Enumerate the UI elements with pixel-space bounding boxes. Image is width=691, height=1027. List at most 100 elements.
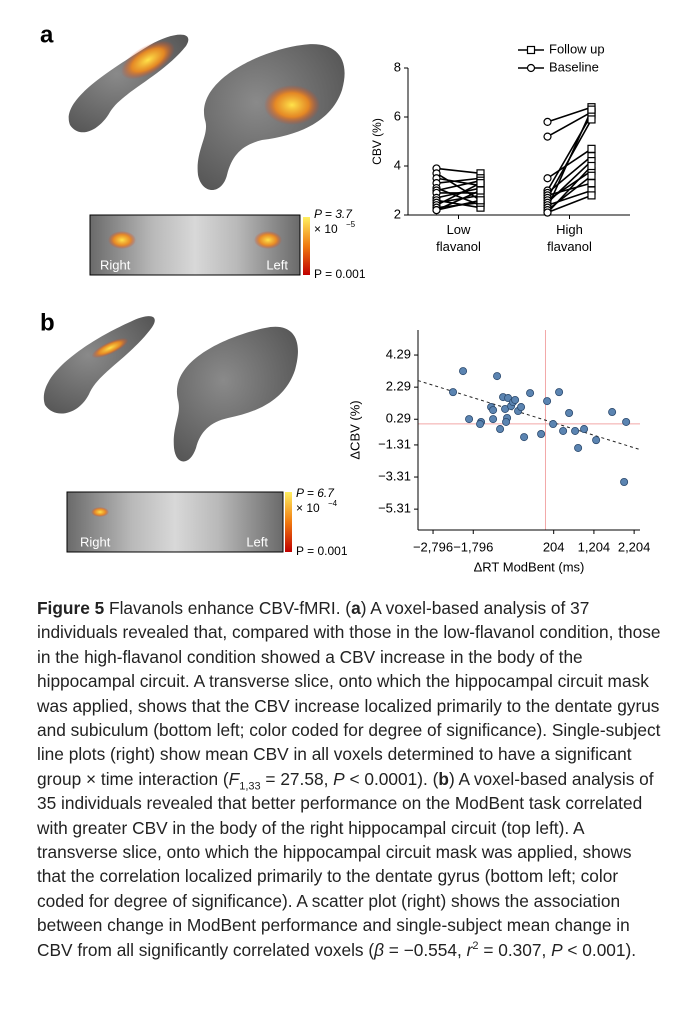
point bbox=[465, 415, 474, 424]
caption-text: = −0.554, bbox=[383, 939, 467, 960]
marker bbox=[587, 179, 596, 188]
subject-line bbox=[436, 177, 481, 187]
subject-line bbox=[436, 177, 481, 184]
colorbar-label: × 10 bbox=[314, 222, 338, 236]
y-tick-label: 2 bbox=[394, 206, 401, 221]
colorbar-label: P = 0.001 bbox=[314, 267, 366, 281]
caption-text: b bbox=[438, 768, 449, 789]
subject-line bbox=[436, 182, 481, 206]
y-tick-label: 2.29 bbox=[386, 379, 411, 394]
colorbar-label: × 10 bbox=[296, 501, 320, 515]
caption-text: 2 bbox=[472, 939, 479, 952]
marker bbox=[587, 115, 596, 124]
point bbox=[502, 417, 511, 426]
marker bbox=[543, 174, 552, 183]
brain-render bbox=[68, 34, 345, 190]
point bbox=[496, 425, 505, 434]
subject-line bbox=[546, 165, 593, 214]
colorbar-label: P = 0.001 bbox=[296, 544, 348, 558]
caption-text: Flavanols enhance CBV-fMRI. ( bbox=[104, 598, 352, 618]
x-tick-label: Low flavanol bbox=[436, 222, 481, 254]
marker bbox=[476, 186, 485, 195]
point bbox=[520, 433, 529, 442]
mri-slice bbox=[66, 491, 284, 553]
marker bbox=[587, 161, 596, 171]
colorbar-label: P = 6.7 bbox=[296, 486, 335, 500]
caption-text: = 0.307, bbox=[478, 939, 552, 960]
subject-line bbox=[547, 189, 592, 206]
marker bbox=[543, 208, 552, 217]
colorbar bbox=[285, 492, 292, 552]
y-tick-label: −3.31 bbox=[378, 468, 411, 483]
point bbox=[449, 388, 458, 397]
marker bbox=[543, 132, 552, 141]
caption: Figure 5 Flavanols enhance CBV-fMRI. (a)… bbox=[37, 596, 665, 962]
activation bbox=[254, 231, 282, 249]
point bbox=[549, 420, 558, 429]
slice-label: Left bbox=[246, 534, 268, 549]
brain-render bbox=[43, 316, 298, 462]
slice-label: Right bbox=[80, 534, 111, 549]
caption-text: < 0.001). bbox=[562, 939, 637, 960]
caption-text: a bbox=[351, 598, 361, 618]
y-tick-label: 4.29 bbox=[386, 346, 411, 361]
caption-text: = 27.58, bbox=[260, 768, 334, 789]
y-tick-label: 6 bbox=[394, 108, 401, 123]
y-tick-label: 4 bbox=[394, 157, 401, 172]
legend-label: Baseline bbox=[549, 59, 599, 74]
subject-line bbox=[546, 155, 593, 194]
caption-text: P bbox=[551, 939, 563, 960]
point bbox=[537, 430, 546, 439]
point bbox=[559, 426, 568, 435]
point bbox=[580, 425, 589, 434]
x-tick-label: 1,204 bbox=[578, 539, 611, 554]
marker bbox=[476, 179, 485, 188]
x-tick-label: −2,796 bbox=[413, 539, 453, 554]
point bbox=[620, 478, 629, 487]
colorbar-label: −5 bbox=[346, 220, 356, 229]
subject-line bbox=[436, 199, 481, 211]
caption-label: Figure 5 bbox=[37, 598, 105, 618]
subject-line bbox=[547, 148, 592, 179]
subject-line bbox=[436, 179, 481, 192]
caption-text: 1,33 bbox=[239, 780, 261, 793]
colorbar-label: P = 3.7 bbox=[314, 207, 353, 221]
point bbox=[565, 408, 574, 417]
x-tick-label: −1,796 bbox=[453, 539, 493, 554]
point bbox=[571, 426, 580, 435]
caption-text: P bbox=[333, 768, 345, 789]
y-axis-label: CBV (%) bbox=[370, 118, 384, 165]
subject-line bbox=[436, 187, 481, 199]
subject-line bbox=[546, 160, 593, 204]
subject-line bbox=[547, 111, 592, 138]
point bbox=[543, 397, 552, 406]
point bbox=[511, 395, 520, 404]
activation bbox=[91, 507, 109, 517]
point bbox=[517, 403, 526, 412]
y-tick-label: 0.29 bbox=[386, 411, 411, 426]
subject-line bbox=[436, 167, 481, 175]
marker bbox=[543, 117, 552, 127]
point bbox=[622, 417, 631, 426]
marker bbox=[587, 191, 596, 200]
marker bbox=[587, 144, 596, 153]
marker bbox=[526, 63, 536, 73]
caption-text: ) A voxel-based analysis of 37 individua… bbox=[37, 598, 661, 789]
y-axis-label: ΔCBV (%) bbox=[347, 400, 362, 459]
panel-label: b bbox=[40, 309, 55, 336]
point bbox=[493, 372, 502, 381]
marker bbox=[587, 171, 596, 180]
point bbox=[459, 367, 468, 376]
caption-text: β bbox=[374, 939, 384, 960]
caption-text: ) A voxel-based analysis of 35 individua… bbox=[37, 768, 654, 960]
caption-text: r bbox=[466, 939, 473, 960]
slice-label: Left bbox=[266, 257, 288, 272]
marker bbox=[587, 105, 596, 114]
legend-label: Follow up bbox=[549, 41, 605, 56]
panel-label: a bbox=[40, 21, 54, 48]
point bbox=[555, 388, 564, 397]
colorbar-label: −4 bbox=[328, 499, 338, 508]
point bbox=[489, 415, 498, 424]
x-axis-label: ΔRT ModBent (ms) bbox=[474, 559, 585, 574]
